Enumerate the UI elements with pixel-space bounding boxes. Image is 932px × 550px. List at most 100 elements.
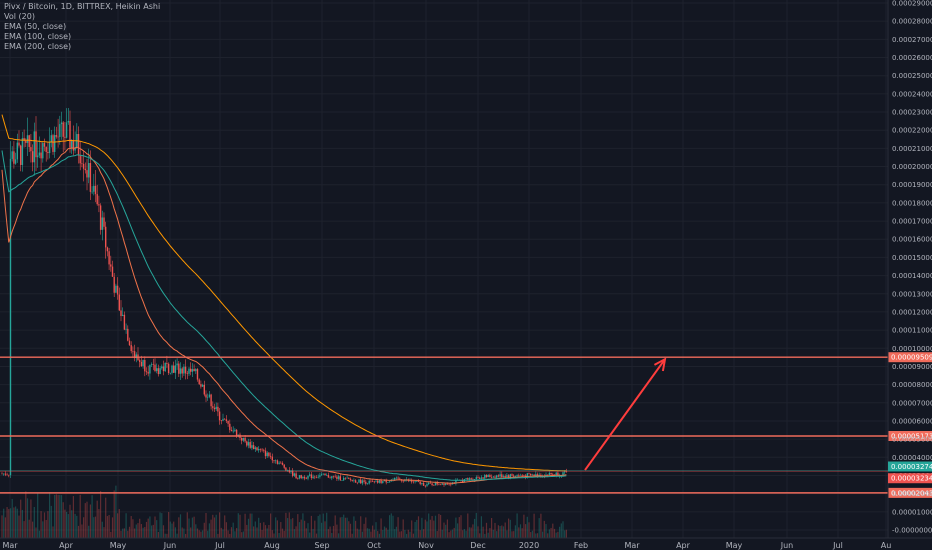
volume-bar [77, 525, 80, 538]
volume-bar [38, 530, 40, 538]
indicator-ema200[interactable]: EMA (200, close) [4, 42, 72, 51]
candle-body [232, 430, 234, 432]
price-tag-bg [888, 473, 932, 484]
candle-body [195, 369, 197, 372]
candle-body [79, 155, 81, 164]
time-axis[interactable]: Mar Apr May Jun Jul Aug Sep Oct Nov Dec 2020 Feb Mar… [2, 541, 891, 550]
price-axis[interactable]: 0.00029000 0.00028000 0.00027000 0.00026000… [892, 0, 932, 535]
volume-bar [88, 525, 90, 538]
volume-bar [230, 527, 233, 538]
candle-body [489, 474, 491, 477]
candle-body [441, 483, 443, 485]
y-tick-label: 0.00020000 [892, 163, 932, 171]
volume-bar [115, 485, 117, 538]
volume-bar [535, 533, 537, 538]
indicator-vol[interactable]: Vol (20) [4, 12, 35, 21]
x-tick-label: Apr [676, 541, 691, 550]
candle-body [562, 472, 564, 476]
projection-arrow[interactable] [584, 357, 667, 471]
volume-bar [47, 511, 49, 538]
volume-bar [448, 532, 450, 538]
candle-body [57, 136, 59, 138]
volume-bar [55, 494, 57, 538]
ema-line-ema-200-close- [1, 114, 567, 472]
volume-bar [525, 524, 527, 538]
candle-body [346, 477, 348, 479]
indicator-ema100[interactable]: EMA (100, close) [4, 32, 72, 41]
candle-body [3, 473, 5, 475]
volume-bar [543, 520, 545, 538]
y-tick-label: 0.00029000 [892, 0, 932, 8]
volume-bar [76, 515, 78, 538]
volume-bar [122, 528, 124, 538]
volume-bar [8, 509, 10, 538]
candle-body [6, 474, 8, 476]
volume-bar [86, 501, 88, 538]
volume-bar [310, 515, 312, 538]
volume-bar [21, 509, 23, 538]
candle-body [273, 460, 275, 462]
candle-body [528, 473, 530, 474]
horizontal-levels[interactable]: 0.00009509 0.00005173 0.00002043 [0, 352, 932, 498]
volume-bar [479, 533, 481, 538]
volume-bar [227, 530, 229, 538]
volume-bar [270, 513, 272, 538]
volume-bar [436, 531, 438, 538]
candle-body [341, 480, 343, 481]
volume-bar [348, 521, 350, 538]
candle-body [552, 474, 554, 475]
candle-body [71, 139, 73, 148]
candle-body [184, 366, 187, 374]
candle-body [89, 163, 92, 192]
indicator-ema50[interactable]: EMA (50, close) [4, 22, 67, 31]
candle-body [45, 146, 47, 152]
candle-body [205, 394, 207, 398]
volume-bar [463, 529, 465, 538]
y-tick-label: 0.00010000 [892, 345, 932, 353]
volume-bar [159, 512, 161, 538]
candle-body [256, 447, 258, 451]
volume-bar [322, 513, 324, 538]
price-tag-label: 0.00003274 [891, 463, 932, 471]
candle-body [363, 480, 365, 482]
y-tick-label: 0.00017000 [892, 218, 932, 226]
candle-body [302, 476, 304, 479]
candle-body [485, 474, 488, 478]
candle-body [511, 474, 513, 476]
volume-bar [295, 526, 297, 538]
x-tick-label: Sep [314, 541, 329, 550]
volume-bar [25, 491, 27, 538]
volume-bar [314, 520, 316, 538]
x-tick-label: Au [881, 541, 892, 550]
arrow-head [653, 357, 667, 372]
symbol-title[interactable]: Pivx / Bitcoin, 1D, BITTREX, Heikin Ashi [4, 2, 161, 11]
candle-body [98, 204, 100, 206]
candle-body [215, 406, 217, 410]
volume-bar [423, 529, 425, 538]
y-tick-label: 0.00015000 [892, 254, 932, 262]
volume-bar [91, 495, 93, 538]
volume-bar [509, 519, 511, 538]
candle-body [467, 478, 469, 480]
candle-body [186, 373, 188, 374]
candle-body [147, 372, 149, 374]
volume-bar [275, 517, 277, 538]
volume-bar [253, 526, 255, 538]
candle-body [331, 476, 333, 479]
candle-body [409, 480, 411, 481]
volume-bar [81, 524, 83, 538]
y-tick-label: 0.00001000 [892, 508, 932, 516]
candle-body [23, 138, 25, 141]
y-tick-label: 0.00024000 [892, 90, 932, 98]
candle-body [225, 419, 228, 421]
volume-bar [125, 513, 127, 538]
volume-bar [18, 515, 20, 538]
volume-bar [540, 513, 542, 538]
volume-bar [281, 528, 284, 538]
candle-body [212, 406, 214, 408]
volume-bar [455, 517, 457, 538]
volume-bar [389, 515, 391, 538]
candle-body [13, 151, 15, 164]
candle-body [382, 481, 384, 484]
